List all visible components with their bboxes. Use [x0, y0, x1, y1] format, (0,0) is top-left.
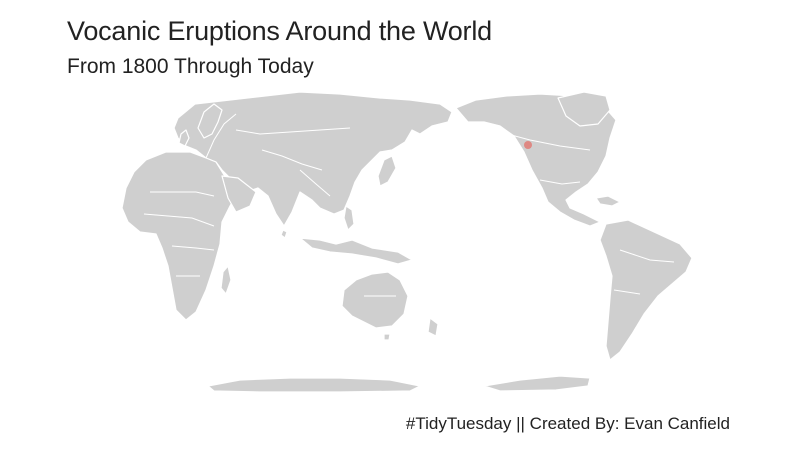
madagascar [220, 265, 232, 295]
border-china [299, 169, 331, 197]
australia [341, 271, 409, 329]
border-central-asia [261, 149, 323, 171]
arabia [221, 175, 257, 213]
antarctica-east [483, 375, 591, 392]
border-central-africa [171, 245, 215, 251]
maritime-southeast-asia [299, 237, 413, 265]
map-title: Vocanic Eruptions Around the World [67, 16, 492, 46]
border-west-africa [143, 213, 215, 227]
border-brazil [619, 249, 675, 263]
border-russia [235, 127, 351, 135]
antarctica [207, 377, 421, 393]
scandinavia [197, 103, 223, 139]
land-masses [121, 91, 693, 393]
new-zealand [427, 317, 439, 337]
great-britain [178, 129, 190, 147]
border-canada-us [499, 131, 591, 151]
eruption-markers [524, 141, 532, 149]
tasmania [383, 333, 391, 341]
border-europe [205, 113, 237, 159]
border-argentina [613, 289, 641, 295]
eurasia [173, 91, 453, 227]
philippines [343, 205, 355, 231]
border-north-africa [150, 191, 215, 197]
africa [121, 151, 239, 321]
border-us-mexico [539, 179, 581, 185]
caribbean [595, 195, 621, 207]
eruption-point [524, 141, 532, 149]
south-america [599, 219, 693, 361]
caption: #TidyTuesday || Created By: Evan Canfiel… [405, 414, 730, 433]
greenland [557, 91, 611, 127]
sri-lanka [280, 229, 288, 239]
japan [377, 155, 397, 187]
map-subtitle: From 1800 Through Today [67, 55, 314, 78]
country-borders [143, 113, 675, 297]
